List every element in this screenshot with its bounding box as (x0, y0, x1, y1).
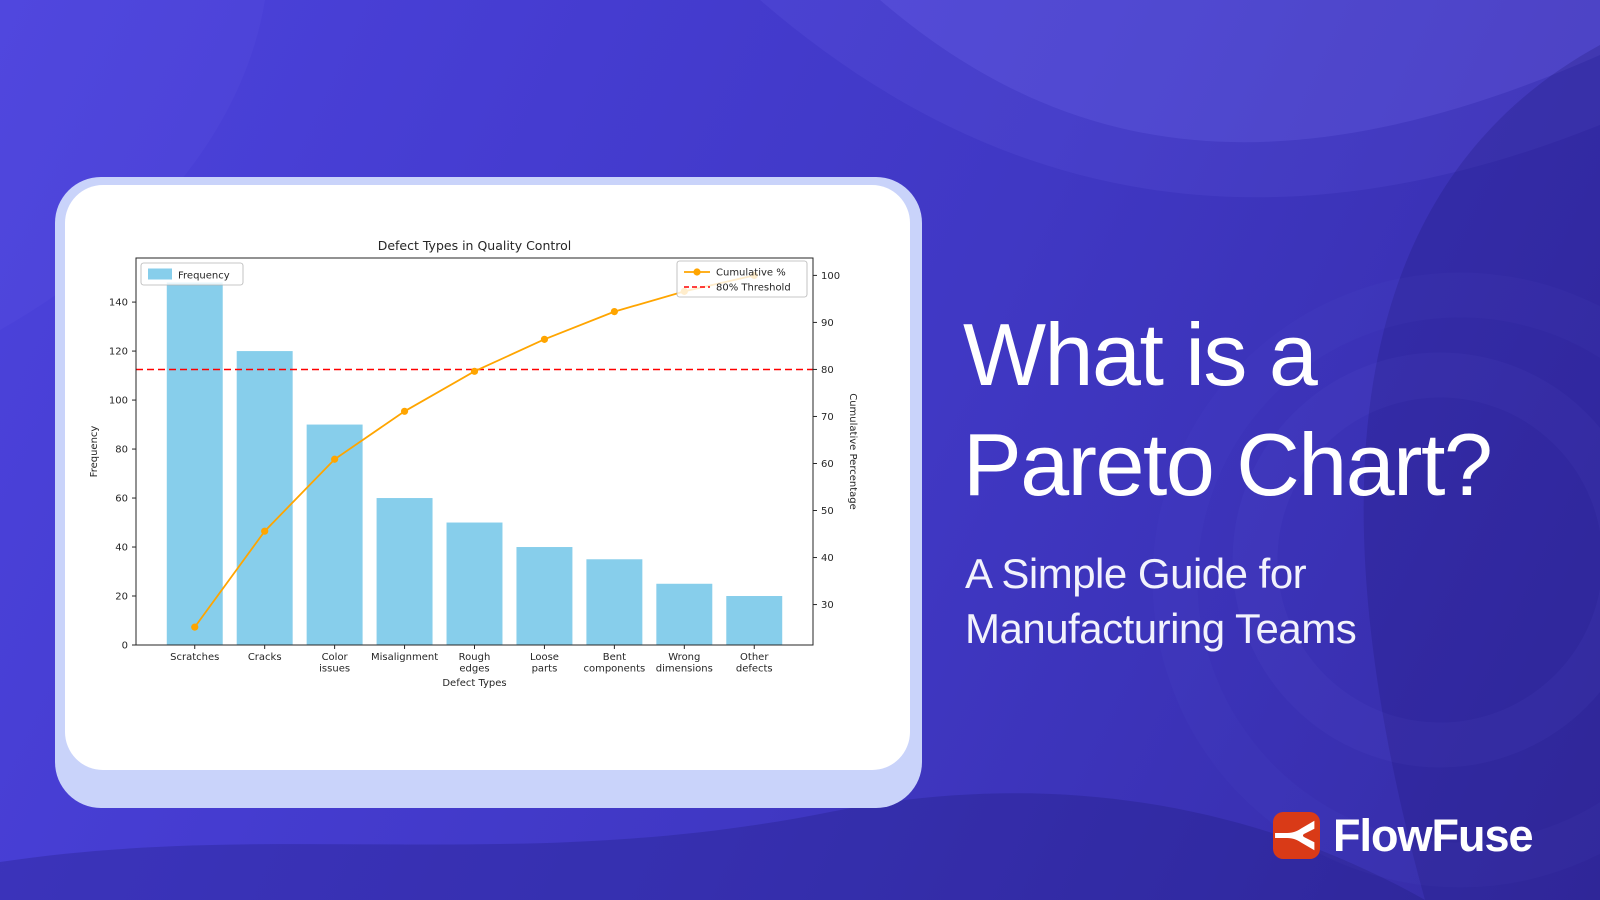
left-axis: 0 20 40 60 80 100 120 140 (109, 298, 136, 652)
cumulative-point-5 (540, 335, 549, 343)
right-axis: 30 40 50 60 70 80 90 100 (813, 271, 840, 611)
cumulative-point-2 (331, 455, 339, 463)
svg-text:Rough: Rough (459, 652, 491, 663)
svg-text:Wrong: Wrong (668, 652, 700, 663)
svg-text:Scratches: Scratches (170, 652, 219, 663)
svg-text:dimensions: dimensions (656, 664, 713, 675)
chart-card: 0 20 40 60 80 100 120 140 30 40 50 60 70 80 90 100 Scrat… (65, 185, 910, 770)
cumulative-point-3 (400, 407, 409, 415)
chart-title: Defect Types in Quality Control (378, 238, 572, 253)
page-title: What is a Pareto Chart? (963, 300, 1563, 520)
svg-text:80% Threshold: 80% Threshold (716, 283, 791, 294)
cumulative-point-4 (470, 367, 479, 375)
svg-text:90: 90 (821, 318, 834, 329)
svg-text:issues: issues (319, 664, 350, 675)
svg-text:120: 120 (109, 347, 128, 358)
svg-text:80: 80 (115, 445, 128, 456)
subtitle-line-2: Manufacturing Teams (965, 605, 1357, 653)
svg-text:Frequency: Frequency (178, 271, 230, 282)
pareto-chart: 0 20 40 60 80 100 120 140 30 40 50 60 70 80 90 100 Scrat… (89, 238, 858, 689)
svg-text:Other: Other (740, 652, 769, 663)
svg-text:40: 40 (115, 543, 128, 554)
subtitle-line-1: A Simple Guide for (965, 550, 1307, 597)
background-wave-top-outer (760, 0, 1600, 198)
bar-0 (166, 282, 223, 645)
svg-text:Misalignment: Misalignment (371, 652, 438, 663)
svg-text:140: 140 (109, 298, 128, 309)
bar-7 (656, 583, 713, 645)
cumulative-point-0 (191, 623, 199, 631)
cumulative-point-6 (610, 308, 618, 316)
svg-text:20: 20 (115, 592, 128, 603)
svg-text:Cumulative %: Cumulative % (716, 268, 786, 279)
svg-text:Color: Color (322, 652, 349, 663)
logo-fork-glyph (1275, 820, 1315, 851)
svg-text:100: 100 (821, 271, 840, 282)
left-axis-label: Frequency (89, 426, 100, 478)
background-swirl-inner (1232, 352, 1600, 768)
headline-block: What is a Pareto Chart? A Simple Guide f… (963, 300, 1563, 657)
flowfuse-logo: FlowFuse (1273, 810, 1534, 861)
background-swirl-outer (1152, 272, 1600, 888)
bar-4 (446, 522, 503, 645)
background-wave-top (880, 0, 1600, 143)
legend-cumulative: Cumulative % 80% Threshold (676, 260, 808, 298)
cumulative-point-1 (261, 527, 269, 535)
svg-text:100: 100 (109, 396, 128, 407)
flowfuse-fork-icon (1273, 812, 1320, 859)
svg-text:30: 30 (821, 600, 834, 611)
background-wave-bottom (0, 793, 1425, 900)
bar-5 (516, 547, 573, 645)
background-wave-right (1363, 45, 1600, 900)
svg-text:parts: parts (532, 664, 558, 675)
svg-text:60: 60 (115, 494, 128, 505)
bar-6 (586, 559, 643, 645)
svg-text:Loose: Loose (530, 652, 559, 663)
frequency-bars (166, 282, 783, 645)
bar-3 (376, 498, 433, 645)
svg-text:components: components (583, 664, 645, 675)
svg-text:80: 80 (821, 365, 834, 376)
svg-text:40: 40 (821, 553, 834, 564)
right-axis-label: Cumulative Percentage (847, 393, 858, 510)
svg-text:defects: defects (736, 664, 773, 675)
chart-card-shadow: 0 20 40 60 80 100 120 140 30 40 50 60 70 80 90 100 Scrat… (55, 177, 922, 808)
x-axis-label: Defect Types (442, 678, 506, 689)
brand-wordmark: FlowFuse (1333, 810, 1534, 861)
legend-frequency: Frequency (140, 262, 244, 286)
title-line-2: Pareto Chart? (963, 415, 1493, 514)
bar-8 (726, 596, 783, 645)
svg-text:edges: edges (459, 664, 489, 675)
svg-text:70: 70 (821, 412, 834, 423)
svg-text:60: 60 (821, 459, 834, 470)
svg-text:Cracks: Cracks (248, 652, 282, 663)
bar-1 (236, 351, 293, 645)
svg-text:Bent: Bent (603, 652, 626, 663)
title-line-1: What is a (963, 305, 1318, 404)
svg-text:50: 50 (821, 506, 834, 517)
svg-text:0: 0 (122, 641, 128, 652)
page-subtitle: A Simple Guide for Manufacturing Teams (965, 546, 1563, 657)
